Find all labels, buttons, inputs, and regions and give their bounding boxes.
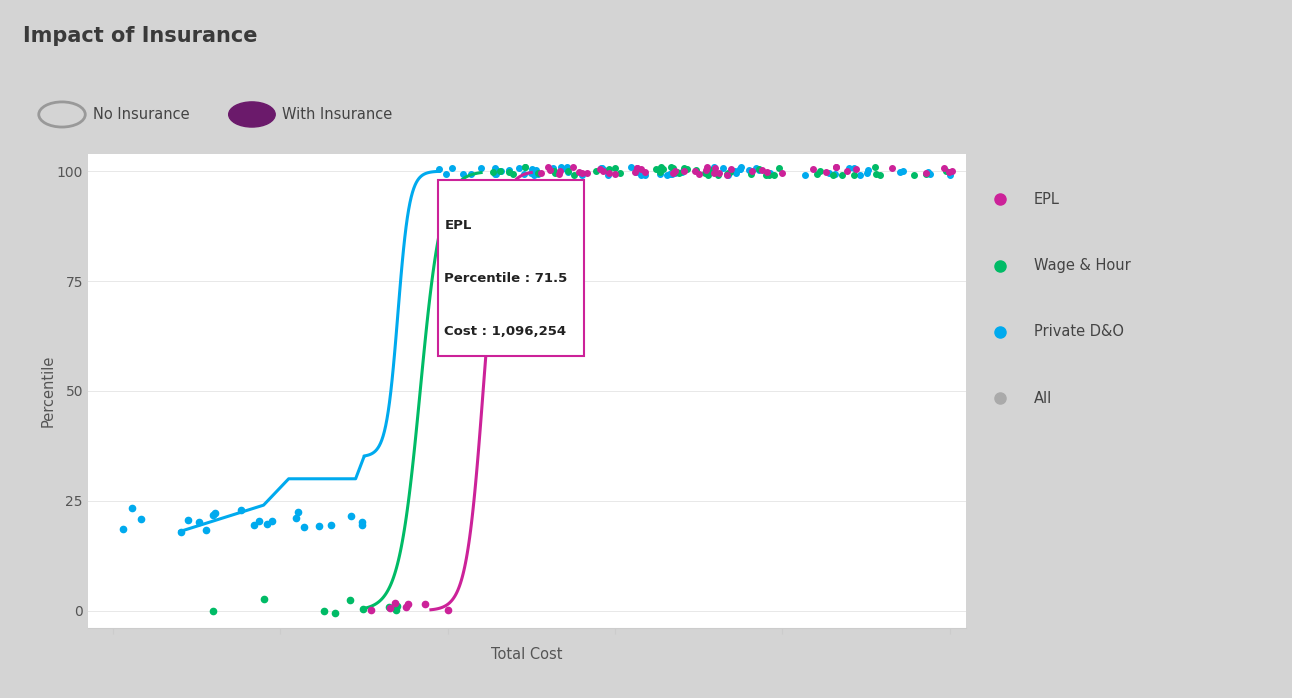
Text: Wage & Hour: Wage & Hour bbox=[1034, 258, 1130, 273]
X-axis label: Total Cost: Total Cost bbox=[491, 647, 563, 662]
Text: Impact of Insurance: Impact of Insurance bbox=[23, 27, 258, 46]
Text: EPL: EPL bbox=[444, 219, 472, 232]
Text: EPL: EPL bbox=[1034, 192, 1059, 207]
Y-axis label: Percentile: Percentile bbox=[41, 355, 56, 427]
FancyBboxPatch shape bbox=[438, 180, 584, 356]
Text: With Insurance: With Insurance bbox=[282, 107, 391, 122]
Text: Private D&O: Private D&O bbox=[1034, 325, 1124, 339]
Text: Cost : 1,096,254: Cost : 1,096,254 bbox=[444, 325, 566, 338]
Text: Percentile : 71.5: Percentile : 71.5 bbox=[444, 272, 567, 285]
Text: No Insurance: No Insurance bbox=[93, 107, 190, 122]
Text: All: All bbox=[1034, 391, 1052, 406]
